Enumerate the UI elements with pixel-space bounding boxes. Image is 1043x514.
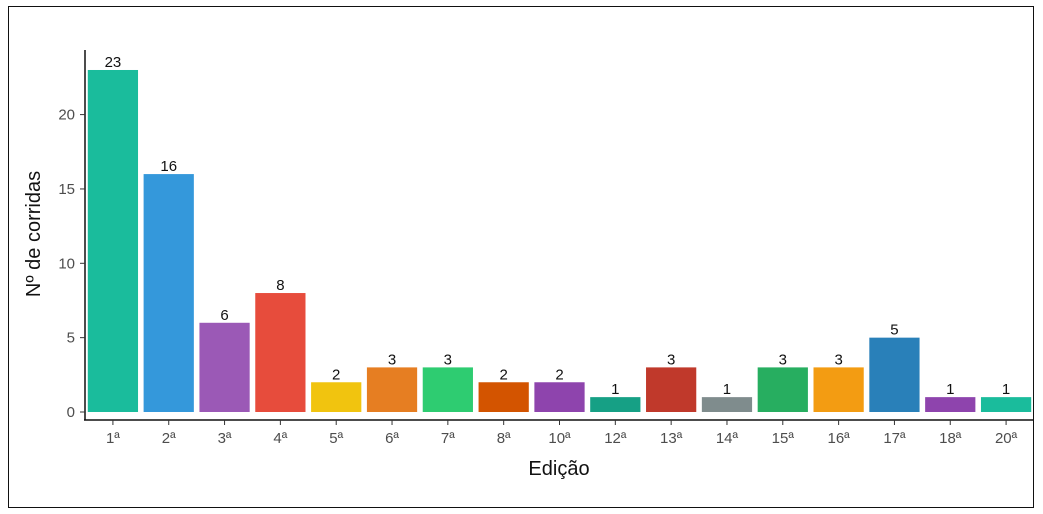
x-tick-label-5: 5ª — [329, 430, 343, 447]
data-label-11: 3 — [667, 351, 675, 368]
data-label-7: 3 — [444, 351, 452, 368]
bar-1 — [87, 69, 139, 413]
x-tick-label-1: 1ª — [106, 430, 120, 447]
y-tick-label-5: 5 — [67, 330, 75, 347]
data-label-5: 2 — [332, 366, 340, 383]
x-tick-label-12: 14ª — [716, 430, 739, 447]
bar-17 — [980, 397, 1032, 412]
bar-6 — [366, 367, 418, 412]
x-axis-title: Edição — [528, 458, 589, 480]
data-label-6: 3 — [388, 351, 396, 368]
data-label-10: 1 — [611, 381, 619, 398]
bar-14 — [813, 367, 864, 412]
bar-15 — [869, 337, 920, 412]
data-label-15: 5 — [890, 322, 898, 339]
x-tick-label-17: 20ª — [995, 430, 1018, 447]
data-label-9: 2 — [555, 366, 563, 383]
data-label-12: 1 — [723, 381, 731, 398]
data-label-2: 16 — [160, 158, 177, 175]
bar-7 — [422, 367, 473, 412]
data-label-13: 3 — [779, 351, 787, 368]
x-tick-label-13: 15ª — [772, 430, 795, 447]
bar-11 — [646, 367, 697, 412]
y-tick-label-15: 15 — [58, 181, 75, 198]
y-tick-label-0: 0 — [67, 404, 75, 421]
x-tick-label-3: 3ª — [218, 430, 232, 447]
y-axis-title: Nº de corridas — [23, 171, 45, 297]
bar-5 — [311, 382, 362, 412]
bar-8 — [478, 382, 529, 412]
data-label-14: 3 — [834, 351, 842, 368]
x-tick-label-10: 12ª — [604, 430, 627, 447]
bar-2 — [143, 174, 194, 412]
x-ticks-group: 1ª 2ª 3ª 4ª 5ª 6ª 7ª 8ª 10ª 12ª 13ª 14ª 15ª 16ª 17ª 18ª… — [106, 420, 1018, 447]
x-tick-label-7: 7ª — [441, 430, 455, 447]
y-ticks-group: 0 5 10 15 20 — [58, 107, 85, 421]
y-tick-label-20: 20 — [58, 107, 75, 124]
x-tick-label-14: 16ª — [827, 430, 850, 447]
bar-4 — [255, 293, 306, 412]
bar-12 — [701, 397, 753, 412]
data-label-16: 1 — [946, 381, 954, 398]
y-tick-label-10: 10 — [58, 255, 75, 272]
x-tick-label-16: 18ª — [939, 430, 962, 447]
bars-group — [87, 69, 1032, 413]
x-tick-label-8: 8ª — [497, 430, 511, 447]
bar-10 — [590, 397, 641, 412]
x-tick-label-11: 13ª — [660, 430, 683, 447]
x-tick-label-2: 2ª — [162, 430, 176, 447]
data-label-1: 23 — [105, 54, 122, 71]
data-label-4: 8 — [276, 277, 284, 294]
bar-13 — [757, 367, 808, 412]
x-tick-label-4: 4ª — [273, 430, 287, 447]
data-label-17: 1 — [1002, 381, 1010, 398]
x-tick-label-15: 17ª — [883, 430, 906, 447]
data-label-3: 6 — [220, 307, 228, 324]
x-tick-label-9: 10ª — [548, 430, 571, 447]
bar-3 — [199, 322, 250, 412]
bar-16 — [925, 397, 976, 412]
data-label-8: 2 — [500, 366, 508, 383]
x-tick-label-6: 6ª — [385, 430, 399, 447]
bar-9 — [534, 382, 585, 412]
